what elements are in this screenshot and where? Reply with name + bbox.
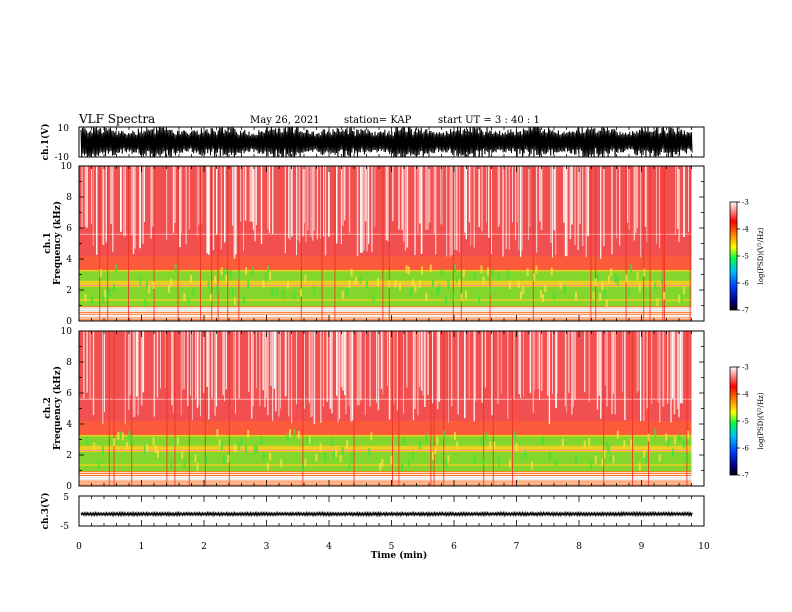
- ch2-spectrogram-ytick-label: 4: [66, 420, 72, 430]
- ch3-waveform-ylabel: ch.3(V): [40, 493, 51, 530]
- ch2-spectrogram-yticks: 0 2 4 6 8 10: [61, 327, 704, 492]
- ch1-spectrogram-ytick-label: 6: [66, 224, 72, 234]
- ch1-spectrogram-time-ticks: [78, 166, 705, 321]
- time-tick-label: 0: [76, 542, 82, 552]
- ch2-colorbar-tick-label: -7: [742, 472, 749, 480]
- ch1-spectrogram-ytick-label: 8: [66, 193, 72, 203]
- ch3-waveform-line: [80, 510, 693, 518]
- time-tick-label: 2: [201, 542, 207, 552]
- station-label: station= KAP: [344, 115, 412, 126]
- start-time-label: start UT = 3 : 40 : 1: [438, 115, 540, 126]
- time-tick-label: 10: [698, 542, 710, 552]
- ch1-colorbar-tick-label: -4: [742, 226, 749, 234]
- ch1-spectrogram-ytick-label: 0: [66, 317, 72, 327]
- ch1-colorbar-tick-label: -5: [742, 253, 749, 261]
- ch1-waveform-ylabel: ch.1(V): [40, 124, 51, 161]
- ch1-spectrogram-ylabel-channel: ch.1: [43, 232, 53, 253]
- ch2-colorbar: -3 -4 -5 -6 -7 log(PSD)(V²/Hz): [729, 364, 765, 480]
- ch1-spectrogram-image: [79, 166, 704, 321]
- ch2-colorbar-ticks: -3 -4 -5 -6 -7: [737, 364, 749, 480]
- ch2-spectrogram-time-ticks: [78, 331, 705, 486]
- time-tick-label: 7: [514, 542, 520, 552]
- time-tick-label: 9: [639, 542, 645, 552]
- figure-title: VLF Spectra: [78, 112, 155, 126]
- ch1-spectrogram-ytick-label: 2: [66, 286, 72, 296]
- ch2-colorbar-scale: [729, 366, 738, 476]
- ch3-ytick-top: 5: [63, 493, 69, 503]
- ch2-spectrogram-ylabel-frequency: Frequency (kHz): [52, 366, 63, 450]
- time-tick-label: 3: [264, 542, 270, 552]
- ch2-spectrogram-panel: 0 2 4 6 8 10 ch.2 Frequency (kHz): [43, 327, 705, 492]
- ch2-colorbar-tick-label: -6: [742, 445, 749, 453]
- ch1-colorbar: -3 -4 -5 -6 -7 log(PSD)(V²/Hz): [729, 199, 765, 315]
- ch3-ytick-bottom: -5: [60, 522, 69, 532]
- ch1-spectrogram-panel: 0 2 4 6 8 10 ch.1 Frequency (kHz): [43, 162, 705, 327]
- ch2-colorbar-label: log(PSD)(V²/Hz): [757, 392, 765, 449]
- ch2-spectrogram-ytick-label: 8: [66, 358, 72, 368]
- time-axis-label: Time (min): [371, 550, 428, 561]
- time-tick-label: 1: [139, 542, 145, 552]
- ch2-spectrogram-image: [79, 331, 704, 486]
- ch2-colorbar-tick-label: -3: [742, 364, 749, 372]
- ch1-spectrogram-ylabel-frequency: Frequency (kHz): [52, 201, 63, 285]
- ch3-waveform-time-ticks: [78, 496, 705, 526]
- ch2-spectrogram-ytick-label: 6: [66, 389, 72, 399]
- ch1-spectrogram-ytick-label: 10: [61, 162, 73, 172]
- ch2-colorbar-tick-label: -4: [742, 391, 749, 399]
- ch1-colorbar-ticks: -3 -4 -5 -6 -7: [737, 199, 749, 315]
- ch1-ytick-top: 10: [58, 124, 70, 134]
- ch2-colorbar-tick-label: -5: [742, 418, 749, 426]
- ch1-colorbar-tick-label: -3: [742, 199, 749, 207]
- ch1-spectrogram-ytick-label: 4: [66, 255, 72, 265]
- ch1-colorbar-tick-label: -6: [742, 280, 749, 288]
- ch1-waveform-line: [80, 127, 693, 157]
- ch3-waveform-panel: 5 -5 ch.3(V): [40, 493, 705, 532]
- date-label: May 26, 2021: [250, 115, 320, 126]
- ch1-spectrogram-yticks: 0 2 4 6 8 10: [61, 162, 704, 327]
- ch1-waveform-panel: 10 -10 ch.1(V): [40, 124, 705, 163]
- ch1-colorbar-label: log(PSD)(V²/Hz): [757, 227, 765, 284]
- ch2-spectrogram-ylabel-channel: ch.2: [43, 397, 53, 418]
- ch1-colorbar-tick-label: -7: [742, 307, 749, 315]
- ch1-colorbar-scale: [729, 201, 738, 311]
- time-tick-label: 6: [451, 542, 457, 552]
- ch2-spectrogram-ytick-label: 10: [61, 327, 73, 337]
- ch2-spectrogram-ytick-label: 0: [66, 482, 72, 492]
- ch1-waveform-time-ticks: [78, 127, 705, 157]
- ch1-ytick-bottom: -10: [55, 153, 70, 163]
- time-tick-label: 8: [576, 542, 582, 552]
- ch2-spectrogram-ytick-label: 2: [66, 451, 72, 461]
- time-axis-tick-labels: 0 1 2 3 4 5 6 7 8 9 10: [76, 542, 710, 552]
- time-tick-label: 4: [326, 542, 332, 552]
- time-tick-label: 5: [389, 542, 395, 552]
